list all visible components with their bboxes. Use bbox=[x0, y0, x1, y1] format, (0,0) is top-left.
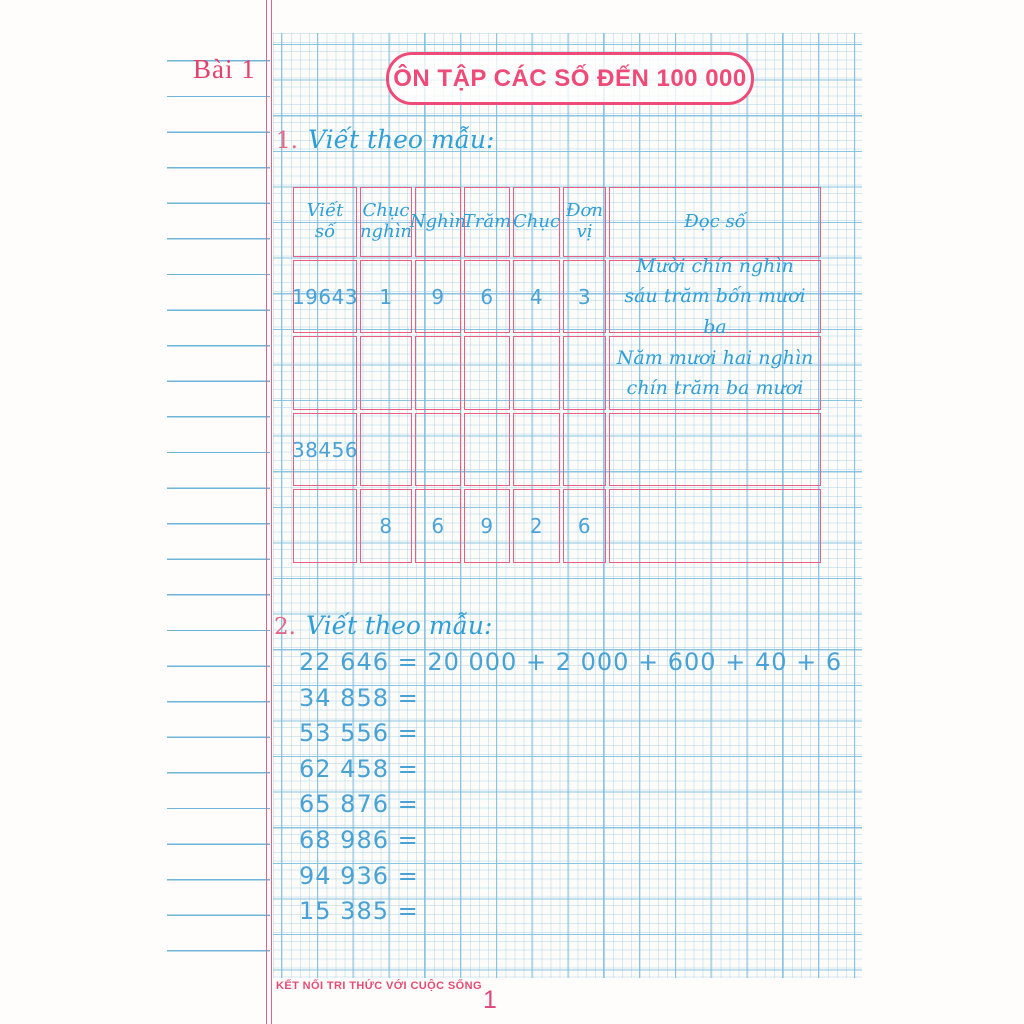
expansion-line: 34 858 = bbox=[299, 683, 419, 712]
squared-paper-background bbox=[273, 33, 862, 978]
read-line: Năm mươi hai nghìn bbox=[616, 346, 814, 369]
table-header-nghin: Nghìn bbox=[410, 187, 466, 257]
exercise2-number: 2. bbox=[274, 614, 296, 640]
table-cell: 38456 bbox=[292, 413, 358, 486]
expansion-exercise-list: 22 646 = 20 000 + 2 000 + 600 + 40 + 6 3… bbox=[299, 645, 842, 930]
expansion-line: 62 458 = bbox=[299, 754, 419, 783]
title-banner: ÔN TẬP CÁC SỐ ĐẾN 100 000 bbox=[386, 52, 754, 105]
footer-slogan: KẾT NỐI TRI THỨC VỚI CUỘC SỐNG bbox=[276, 980, 482, 992]
table-cell: 6 bbox=[464, 260, 510, 333]
table-cell bbox=[464, 413, 510, 486]
table-cell bbox=[293, 489, 357, 563]
table-cell bbox=[293, 336, 357, 410]
expansion-line: 22 646 = 20 000 + 2 000 + 600 + 40 + 6 bbox=[299, 648, 843, 676]
expansion-line: 53 556 = bbox=[299, 719, 419, 748]
table-cell bbox=[360, 336, 412, 410]
table-cell: 1 bbox=[360, 260, 412, 333]
table-cell bbox=[513, 336, 560, 410]
table-cell bbox=[415, 413, 461, 486]
table-cell-doc-so: Năm mươi hai nghìn chín trăm ba mươi bbox=[609, 336, 821, 410]
read-line: Mười chín nghìn bbox=[636, 254, 794, 277]
table-cell: 9 bbox=[464, 489, 510, 563]
table-cell-doc-so: Mười chín nghìn sáu trăm bốn mươi ba bbox=[609, 255, 821, 338]
margin-line bbox=[265, 0, 268, 1024]
table-cell-doc-so bbox=[609, 413, 821, 486]
table-cell: 8 bbox=[360, 489, 412, 563]
table-cell bbox=[464, 336, 510, 410]
table-header-viet-so: Viết số bbox=[293, 187, 357, 257]
place-value-table: Viết số Chục nghìn Nghìn Trăm Chục Đơn v… bbox=[292, 187, 821, 563]
table-cell: 3 bbox=[563, 260, 606, 333]
table-cell: 2 bbox=[513, 489, 560, 563]
exercise1-heading: 1. Viết theo mẫu: bbox=[276, 125, 494, 154]
margin-line bbox=[270, 0, 273, 1024]
table-header-chuc: Chục bbox=[513, 187, 560, 257]
page-number: 1 bbox=[483, 986, 497, 1014]
exercise1-number: 1. bbox=[276, 128, 298, 154]
left-margin-ruled-lines bbox=[167, 26, 270, 964]
exercise1-instruction: Viết theo mẫu: bbox=[307, 125, 495, 154]
table-cell: 19643 bbox=[292, 260, 358, 333]
expansion-line: 65 876 = bbox=[299, 790, 419, 819]
table-header-chuc-nghin: Chục nghìn bbox=[360, 187, 412, 257]
read-line: chín trăm ba mươi bbox=[626, 377, 804, 399]
table-cell-doc-so bbox=[609, 489, 821, 563]
expansion-line: 94 936 = bbox=[299, 861, 419, 890]
table-cell bbox=[415, 336, 461, 410]
read-line: sáu trăm bốn mươi ba bbox=[624, 285, 806, 338]
expansion-line: 15 385 = bbox=[299, 897, 419, 926]
table-header-don-vi: Đơn vị bbox=[563, 187, 606, 257]
exercise2-heading: 2. Viết theo mẫu: bbox=[274, 611, 492, 640]
table-cell: 4 bbox=[513, 260, 560, 333]
page-title: ÔN TẬP CÁC SỐ ĐẾN 100 000 bbox=[393, 64, 747, 92]
table-cell bbox=[563, 413, 606, 486]
table-cell: 6 bbox=[563, 489, 606, 563]
exercise2-instruction: Viết theo mẫu: bbox=[305, 611, 493, 640]
table-header-doc-so: Đọc số bbox=[609, 187, 821, 257]
table-cell bbox=[360, 413, 412, 486]
expansion-line: 68 986 = bbox=[299, 825, 419, 854]
table-cell bbox=[563, 336, 606, 410]
table-cell: 9 bbox=[415, 260, 461, 333]
table-cell bbox=[513, 413, 560, 486]
table-header-tram: Trăm bbox=[463, 187, 511, 257]
lesson-label: Bài 1 bbox=[193, 54, 256, 84]
table-cell: 6 bbox=[415, 489, 461, 563]
